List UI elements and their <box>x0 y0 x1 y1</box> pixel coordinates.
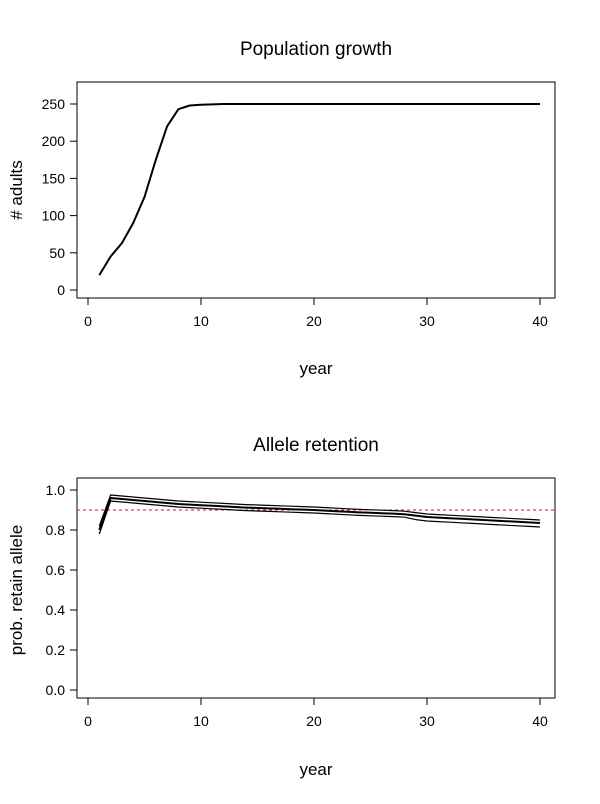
y-tick-label: 200 <box>42 133 66 149</box>
x-tick-label: 10 <box>193 713 209 729</box>
x-tick-label: 20 <box>306 313 322 329</box>
y-tick-label: 0.8 <box>46 522 66 538</box>
x-tick-label: 30 <box>419 313 435 329</box>
y-tick-label: 0.6 <box>46 562 66 578</box>
x-tick-label: 40 <box>532 713 548 729</box>
y-axis-label: prob. retain allele <box>7 525 26 655</box>
x-tick-label: 10 <box>193 313 209 329</box>
y-tick-label: 50 <box>49 245 65 261</box>
x-axis-label: year <box>299 359 332 378</box>
series-line <box>98 500 541 535</box>
y-tick-label: 0.2 <box>46 642 66 658</box>
y-axis-label: # adults <box>7 160 26 220</box>
series-line <box>98 494 541 527</box>
x-tick-label: 20 <box>306 713 322 729</box>
y-tick-label: 250 <box>42 96 66 112</box>
series-line <box>98 103 540 276</box>
y-tick-label: 0.4 <box>46 602 66 618</box>
plot-frame <box>76 81 556 299</box>
y-tick-label: 0 <box>57 282 65 298</box>
series-line <box>98 497 541 531</box>
plot-frame <box>76 477 556 699</box>
allele-retention-panel: Allele retention year prob. retain allel… <box>7 435 556 779</box>
y-tick-label: 100 <box>42 208 66 224</box>
x-tick-label: 0 <box>84 313 92 329</box>
y-tick-label: 0.0 <box>46 682 66 698</box>
y-tick-label: 150 <box>42 170 66 186</box>
chart-title: Population growth <box>240 39 392 60</box>
chart-title: Allele retention <box>253 435 379 456</box>
population-growth-panel: Population growth year # adults 0 10 20 30 4… <box>7 39 556 378</box>
x-tick-label: 0 <box>84 713 92 729</box>
y-tick-label: 1.0 <box>46 482 66 498</box>
x-axis-label: year <box>299 760 332 779</box>
x-tick-label: 30 <box>419 713 435 729</box>
x-tick-label: 40 <box>532 313 548 329</box>
